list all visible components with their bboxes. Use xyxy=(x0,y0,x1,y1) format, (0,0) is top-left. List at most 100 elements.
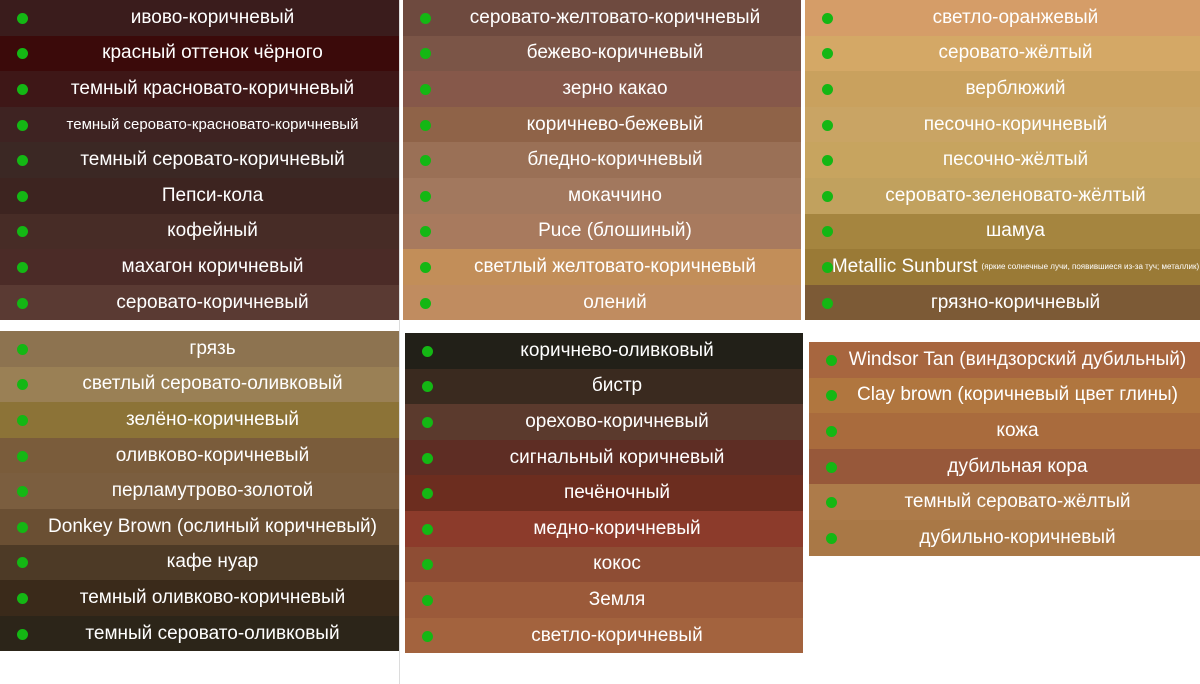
color-name-text: ивово-коричневый xyxy=(130,6,295,28)
color-name-label: Metallic Sunburst (яркие солнечные лучи, … xyxy=(805,249,1200,285)
color-name-text: серовато-зеленовато-жёлтый xyxy=(885,184,1146,206)
green-bullet-icon xyxy=(822,155,833,167)
color-name-text: оливково-коричневый xyxy=(115,444,310,466)
color-name-label: Donkey Brown (ослиный коричневый) xyxy=(0,509,399,545)
green-bullet-icon xyxy=(420,155,431,167)
color-name-text: коричнево-бежевый xyxy=(526,113,704,135)
color-swatch-row: светло-оранжевый xyxy=(805,0,1200,36)
color-name-label: ивово-коричневый xyxy=(0,0,399,36)
color-name-label: дубильная кора xyxy=(809,449,1200,485)
green-bullet-icon xyxy=(822,12,833,24)
color-name-label: песочно-коричневый xyxy=(805,107,1200,143)
color-name-label: Windsor Tan (виндзорский дубильный) xyxy=(809,342,1200,378)
green-bullet-icon xyxy=(822,83,833,95)
green-bullet-icon xyxy=(822,190,833,202)
green-bullet-icon xyxy=(17,592,28,604)
green-bullet-icon xyxy=(420,83,431,95)
color-swatch-row: серовато-коричневый xyxy=(0,284,399,321)
color-name-text: дубильная кора xyxy=(947,455,1088,477)
green-bullet-icon xyxy=(822,119,833,131)
green-bullet-icon xyxy=(420,261,431,273)
color-name-text: серовато-жёлтый xyxy=(938,42,1093,64)
color-name-text: темный серовато-коричневый xyxy=(80,149,345,171)
color-name-label: бистр xyxy=(405,369,803,405)
color-swatch-row: печёночный xyxy=(405,475,803,511)
color-swatch-row: орехово-коричневый xyxy=(405,404,803,440)
green-bullet-icon xyxy=(420,12,431,24)
color-name-text: темный серовато-красновато-коричневый xyxy=(66,116,359,134)
color-name-label: коричнево-оливковый xyxy=(405,333,803,369)
color-name-label: серовато-зеленовато-жёлтый xyxy=(805,178,1200,214)
green-bullet-icon xyxy=(822,48,833,60)
color-swatch-row: Земля xyxy=(405,582,803,618)
color-name-text: светло-коричневый xyxy=(531,624,703,646)
color-name-text: светлый серовато-оливковый xyxy=(82,373,343,395)
color-name-label: светло-коричневый xyxy=(405,618,803,654)
green-bullet-icon xyxy=(422,381,433,393)
color-swatch-row: махагон коричневый xyxy=(0,249,399,285)
color-name-label: серовато-коричневый xyxy=(0,285,399,321)
green-bullet-icon xyxy=(17,297,28,309)
color-name-label: печёночный xyxy=(405,475,803,511)
green-bullet-icon xyxy=(17,48,28,60)
color-name-label: орехово-коричневый xyxy=(405,404,803,440)
color-name-text: шамуа xyxy=(986,220,1045,242)
green-bullet-icon xyxy=(420,226,431,238)
color-name-label: серовато-жёлтый xyxy=(805,36,1200,72)
color-swatch-row: шамуа xyxy=(805,213,1200,250)
color-swatch-row: грязно-коричневый xyxy=(805,284,1200,321)
color-name-label: коричнево-бежевый xyxy=(403,107,801,143)
color-name-text: бистр xyxy=(591,375,643,397)
color-name-text: сигнальный коричневый xyxy=(509,446,725,468)
color-name-label: зелёно-коричневый xyxy=(0,402,399,438)
color-name-text: темный красновато-коричневый xyxy=(70,77,355,99)
green-bullet-icon xyxy=(17,486,28,498)
green-bullet-icon xyxy=(422,416,433,428)
color-swatch-row: дубильная кора xyxy=(809,448,1200,485)
color-name-text: темный оливково-коричневый xyxy=(79,586,346,608)
green-bullet-icon xyxy=(422,630,433,642)
color-swatch-row: темный серовато-коричневый xyxy=(0,142,399,178)
green-bullet-icon xyxy=(17,343,28,355)
color-swatch-row: бледно-коричневый xyxy=(403,142,801,178)
color-name-label: верблюжий xyxy=(805,71,1200,107)
color-name-text: медно-коричневый xyxy=(533,517,701,539)
color-name-label: зерно какао xyxy=(403,71,801,107)
color-name-text: серовато-коричневый xyxy=(116,291,309,313)
color-name-text: песочно-коричневый xyxy=(923,113,1108,135)
palette-panel-dark-browns: ивово-коричневый красный оттенок чёрного т… xyxy=(0,0,399,321)
color-name-text: серовато-желтовато-коричневый xyxy=(469,6,761,28)
color-name-text: олений xyxy=(583,291,647,313)
color-name-label: бледно-коричневый xyxy=(403,142,801,178)
color-name-label: темный серовато-красновато-коричневый xyxy=(0,107,399,143)
color-name-label: грязь xyxy=(0,331,399,367)
color-name-text: темный серовато-жёлтый xyxy=(904,491,1131,513)
color-swatch-row: светло-коричневый xyxy=(405,617,803,654)
color-name-label: дубильно-коричневый xyxy=(809,520,1200,556)
green-bullet-icon xyxy=(420,48,431,60)
palette-panel-olive-browns: грязь светлый серовато-оливковый зелёно-ко… xyxy=(0,331,399,652)
color-swatch-row: бистр xyxy=(405,368,803,405)
color-swatch-row: серовато-зеленовато-жёлтый xyxy=(805,177,1200,214)
color-swatch-row: дубильно-коричневый xyxy=(809,519,1200,556)
color-name-label: темный красновато-коричневый xyxy=(0,71,399,107)
color-swatch-row: зерно какао xyxy=(403,71,801,107)
color-swatch-row: Puce (блошиный) xyxy=(403,213,801,250)
green-bullet-icon xyxy=(826,425,837,437)
green-bullet-icon xyxy=(826,461,837,473)
color-name-text: мокаччино xyxy=(568,184,662,206)
column-divider xyxy=(399,0,400,684)
green-bullet-icon xyxy=(17,379,28,391)
color-swatch-row: Windsor Tan (виндзорский дубильный) xyxy=(809,342,1200,378)
color-name-label: Пепси-кола xyxy=(0,178,399,214)
green-bullet-icon xyxy=(422,559,433,571)
color-name-label: махагон коричневый xyxy=(0,249,399,285)
green-bullet-icon xyxy=(422,452,433,464)
green-bullet-icon xyxy=(17,450,28,462)
color-swatch-row: грязь xyxy=(0,331,399,367)
green-bullet-icon xyxy=(17,261,28,273)
color-name-label: перламутрово-золотой xyxy=(0,473,399,509)
color-swatch-row: кокос xyxy=(405,546,803,583)
green-bullet-icon xyxy=(17,557,28,569)
color-swatch-row: ивово-коричневый xyxy=(0,0,399,36)
